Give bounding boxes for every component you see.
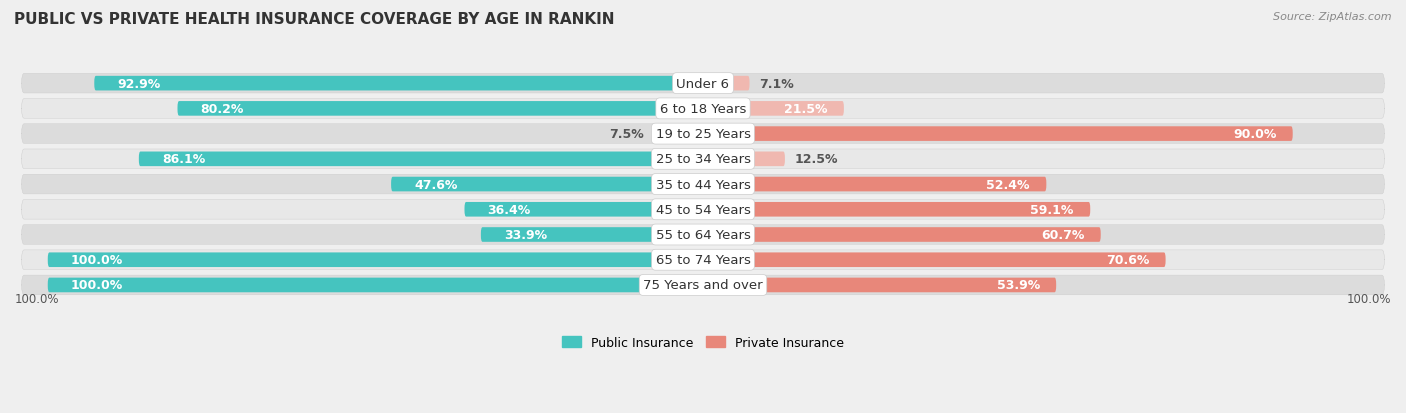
FancyBboxPatch shape — [21, 124, 1385, 144]
Text: 59.1%: 59.1% — [1031, 203, 1074, 216]
FancyBboxPatch shape — [21, 150, 1385, 169]
Text: 90.0%: 90.0% — [1233, 128, 1277, 141]
Text: 92.9%: 92.9% — [117, 78, 160, 90]
Text: 25 to 34 Years: 25 to 34 Years — [655, 153, 751, 166]
Text: 80.2%: 80.2% — [201, 102, 243, 116]
Text: 47.6%: 47.6% — [413, 178, 457, 191]
Text: 36.4%: 36.4% — [488, 203, 530, 216]
FancyBboxPatch shape — [481, 228, 703, 242]
FancyBboxPatch shape — [139, 152, 703, 167]
Text: 55 to 64 Years: 55 to 64 Years — [655, 228, 751, 242]
Text: 100.0%: 100.0% — [1347, 292, 1391, 305]
FancyBboxPatch shape — [654, 127, 703, 142]
FancyBboxPatch shape — [703, 177, 1046, 192]
Text: 52.4%: 52.4% — [987, 178, 1031, 191]
Text: 12.5%: 12.5% — [794, 153, 838, 166]
FancyBboxPatch shape — [703, 202, 1090, 217]
Text: 100.0%: 100.0% — [70, 279, 122, 292]
FancyBboxPatch shape — [703, 102, 844, 116]
Text: 45 to 54 Years: 45 to 54 Years — [655, 203, 751, 216]
Text: 65 to 74 Years: 65 to 74 Years — [655, 254, 751, 266]
FancyBboxPatch shape — [177, 102, 703, 116]
Text: 6 to 18 Years: 6 to 18 Years — [659, 102, 747, 116]
FancyBboxPatch shape — [703, 228, 1101, 242]
Text: 75 Years and over: 75 Years and over — [643, 279, 763, 292]
FancyBboxPatch shape — [21, 275, 1385, 295]
Text: 7.1%: 7.1% — [759, 78, 794, 90]
FancyBboxPatch shape — [703, 77, 749, 91]
FancyBboxPatch shape — [703, 152, 785, 167]
Text: 70.6%: 70.6% — [1107, 254, 1149, 266]
FancyBboxPatch shape — [21, 175, 1385, 195]
FancyBboxPatch shape — [21, 74, 1385, 94]
FancyBboxPatch shape — [703, 278, 1056, 292]
FancyBboxPatch shape — [703, 253, 1166, 267]
FancyBboxPatch shape — [48, 278, 703, 292]
Text: 86.1%: 86.1% — [162, 153, 205, 166]
Text: Under 6: Under 6 — [676, 78, 730, 90]
FancyBboxPatch shape — [21, 225, 1385, 245]
Text: 100.0%: 100.0% — [70, 254, 122, 266]
FancyBboxPatch shape — [391, 177, 703, 192]
Text: 60.7%: 60.7% — [1040, 228, 1084, 242]
Text: 7.5%: 7.5% — [609, 128, 644, 141]
FancyBboxPatch shape — [21, 200, 1385, 220]
Text: 19 to 25 Years: 19 to 25 Years — [655, 128, 751, 141]
FancyBboxPatch shape — [464, 202, 703, 217]
Text: PUBLIC VS PRIVATE HEALTH INSURANCE COVERAGE BY AGE IN RANKIN: PUBLIC VS PRIVATE HEALTH INSURANCE COVER… — [14, 12, 614, 27]
FancyBboxPatch shape — [703, 127, 1292, 142]
FancyBboxPatch shape — [48, 253, 703, 267]
Text: 53.9%: 53.9% — [997, 279, 1040, 292]
Text: 21.5%: 21.5% — [785, 102, 828, 116]
Text: 100.0%: 100.0% — [15, 292, 59, 305]
Text: 35 to 44 Years: 35 to 44 Years — [655, 178, 751, 191]
FancyBboxPatch shape — [21, 250, 1385, 270]
FancyBboxPatch shape — [94, 77, 703, 91]
Text: Source: ZipAtlas.com: Source: ZipAtlas.com — [1274, 12, 1392, 22]
FancyBboxPatch shape — [21, 99, 1385, 119]
Legend: Public Insurance, Private Insurance: Public Insurance, Private Insurance — [557, 331, 849, 354]
Text: 33.9%: 33.9% — [503, 228, 547, 242]
